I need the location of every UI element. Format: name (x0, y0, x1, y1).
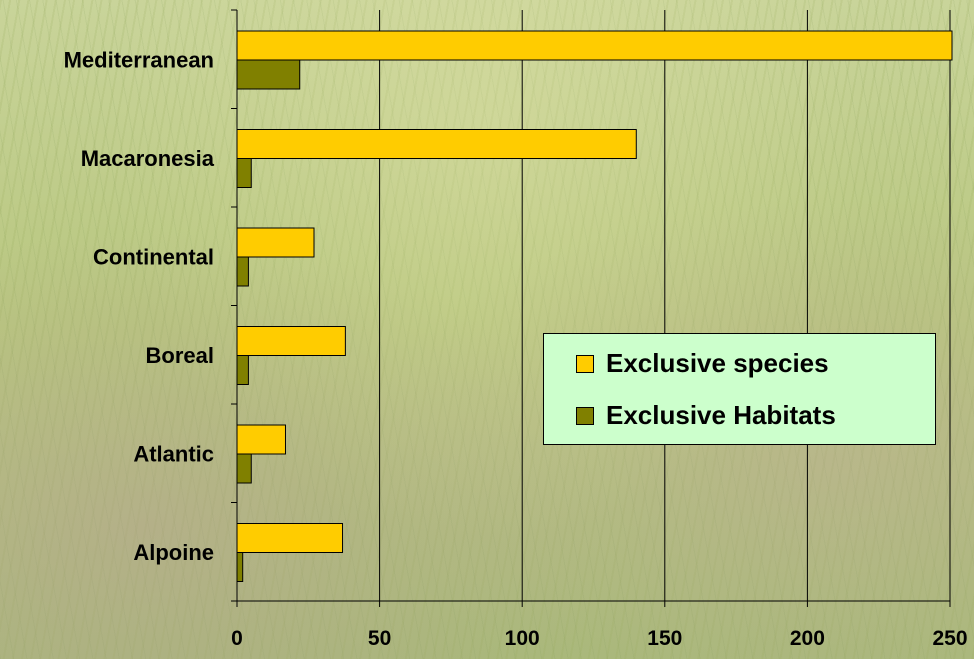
x-tick-label: 100 (505, 627, 540, 650)
bar-exclusive-species (236, 326, 346, 356)
bar-exclusive-habitats (236, 355, 249, 385)
labels: 0 50 100 150 200 250 Mediterranean Macaronesia C… (64, 47, 968, 650)
category-label: Boreal (146, 343, 214, 368)
x-tick-label: 50 (368, 627, 391, 650)
bar-exclusive-species (236, 227, 315, 258)
category-label: Atlantic (133, 441, 214, 466)
bar-exclusive-species (236, 424, 286, 455)
category-label: Macaronesia (81, 146, 215, 171)
legend-item-habitats: Exclusive Habitats (576, 400, 836, 431)
bar-exclusive-habitats (236, 158, 252, 188)
category-label: Alpoine (133, 540, 214, 565)
legend-label-habitats: Exclusive Habitats (606, 400, 836, 430)
bar-exclusive-habitats (236, 453, 252, 484)
x-tick-label: 200 (790, 627, 825, 650)
bar-exclusive-habitats (236, 552, 244, 582)
bar-exclusive-species (236, 30, 953, 61)
bars (236, 30, 953, 582)
x-tick-label: 150 (647, 627, 682, 650)
x-tick-label: 250 (932, 627, 967, 650)
legend-item-species: Exclusive species (576, 348, 829, 379)
category-label: Mediterranean (64, 47, 214, 72)
gridlines (379, 10, 951, 601)
legend: Exclusive species Exclusive Habitats (543, 333, 936, 445)
axes (231, 9, 951, 607)
bar-exclusive-habitats (236, 59, 301, 90)
x-tick-label: 0 (231, 627, 243, 650)
category-label: Continental (93, 244, 214, 269)
bar-exclusive-species (236, 523, 344, 553)
legend-label-species: Exclusive species (606, 348, 829, 378)
legend-swatch-species (576, 354, 594, 373)
legend-swatch-habitats (576, 406, 594, 425)
bar-exclusive-habitats (236, 256, 249, 287)
bar-exclusive-species (236, 129, 637, 159)
